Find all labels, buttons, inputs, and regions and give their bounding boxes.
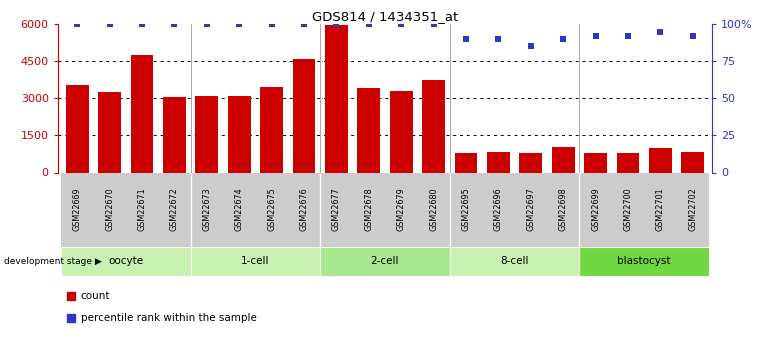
Point	[65, 315, 77, 321]
Point	[168, 21, 180, 27]
Point	[654, 29, 667, 34]
Bar	[617, 153, 639, 172]
Point	[266, 21, 278, 27]
Bar	[325, 26, 348, 172]
Point	[103, 21, 116, 27]
Bar	[320, 172, 450, 247]
Text: percentile rank within the sample: percentile rank within the sample	[81, 313, 256, 323]
Bar	[520, 153, 542, 172]
Text: GSM22698: GSM22698	[559, 188, 567, 231]
Text: 1-cell: 1-cell	[241, 256, 270, 266]
Text: GSM22671: GSM22671	[138, 188, 146, 231]
Text: GSM22674: GSM22674	[235, 188, 243, 231]
Bar	[260, 87, 283, 172]
Bar	[390, 91, 413, 172]
Bar	[196, 96, 218, 172]
Bar	[584, 153, 607, 172]
Text: GSM22699: GSM22699	[591, 188, 600, 231]
Text: development stage ▶: development stage ▶	[4, 257, 102, 266]
Bar	[61, 172, 191, 247]
Bar	[191, 247, 320, 276]
Point	[557, 36, 569, 42]
Text: oocyte: oocyte	[109, 256, 143, 266]
Bar	[131, 55, 153, 172]
Point	[330, 21, 343, 27]
Point	[65, 294, 77, 299]
Point	[687, 33, 699, 39]
Bar	[454, 153, 477, 172]
Bar	[66, 85, 89, 172]
Text: GSM22696: GSM22696	[494, 188, 503, 231]
Text: GSM22680: GSM22680	[429, 188, 438, 231]
Bar	[191, 172, 320, 247]
Point	[233, 21, 246, 27]
Bar	[61, 247, 191, 276]
Point	[298, 21, 310, 27]
Point	[622, 33, 634, 39]
Bar	[579, 172, 709, 247]
Bar	[320, 247, 450, 276]
Text: blastocyst: blastocyst	[618, 256, 671, 266]
Bar	[293, 59, 316, 172]
Text: GSM22669: GSM22669	[72, 188, 82, 231]
Text: GSM22673: GSM22673	[203, 188, 211, 231]
Text: GSM22670: GSM22670	[105, 188, 114, 231]
Text: GSM22678: GSM22678	[364, 188, 373, 231]
Text: 8-cell: 8-cell	[500, 256, 529, 266]
Bar	[487, 152, 510, 172]
Bar	[357, 88, 380, 172]
Text: GSM22675: GSM22675	[267, 188, 276, 231]
Point	[71, 21, 83, 27]
Title: GDS814 / 1434351_at: GDS814 / 1434351_at	[312, 10, 458, 23]
Text: GSM22679: GSM22679	[397, 188, 406, 231]
Point	[136, 21, 148, 27]
Bar	[681, 152, 704, 172]
Text: GSM22701: GSM22701	[656, 188, 665, 231]
Point	[201, 21, 213, 27]
Bar	[228, 96, 250, 172]
Point	[524, 43, 537, 49]
Text: GSM22676: GSM22676	[300, 188, 309, 231]
Bar	[99, 92, 121, 172]
Bar	[552, 147, 574, 172]
Bar	[163, 97, 186, 172]
Bar	[450, 172, 579, 247]
Bar	[422, 80, 445, 172]
Point	[363, 21, 375, 27]
Bar	[579, 247, 709, 276]
Bar	[649, 148, 671, 172]
Text: 2-cell: 2-cell	[370, 256, 400, 266]
Text: GSM22695: GSM22695	[461, 188, 470, 231]
Bar	[450, 247, 579, 276]
Point	[460, 36, 472, 42]
Text: GSM22702: GSM22702	[688, 188, 698, 231]
Point	[427, 21, 440, 27]
Point	[395, 21, 407, 27]
Point	[492, 36, 504, 42]
Text: GSM22677: GSM22677	[332, 188, 341, 231]
Text: count: count	[81, 292, 110, 302]
Text: GSM22672: GSM22672	[170, 188, 179, 231]
Text: GSM22697: GSM22697	[527, 188, 535, 231]
Point	[590, 33, 602, 39]
Text: GSM22700: GSM22700	[624, 188, 632, 231]
